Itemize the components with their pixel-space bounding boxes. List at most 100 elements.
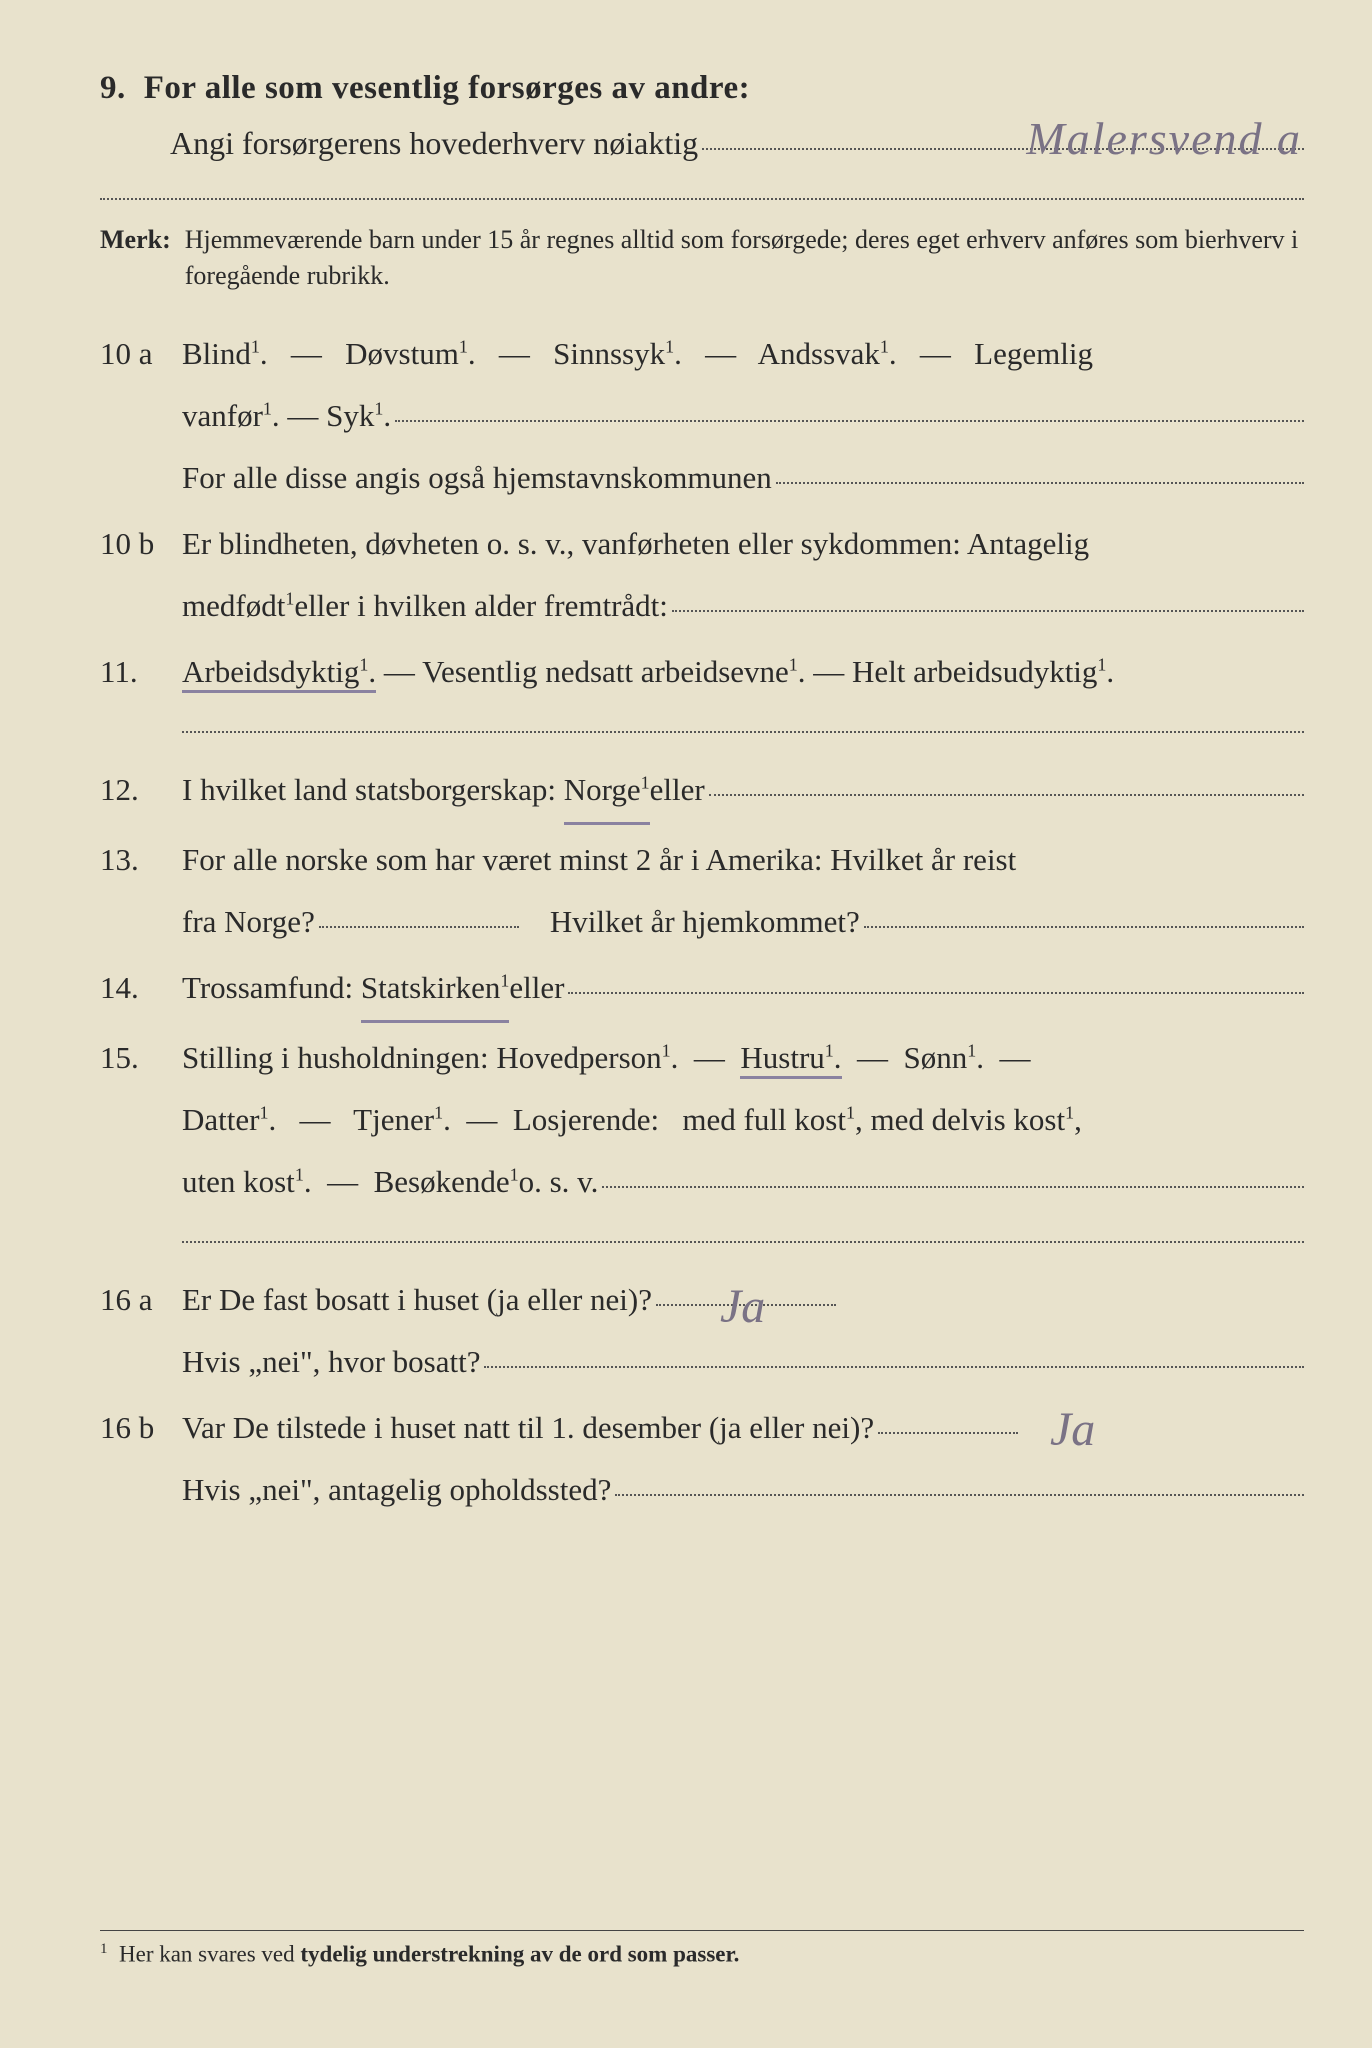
q13-text1: For alle norske som har været minst 2 år… xyxy=(182,842,1016,877)
q12-body: I hvilket land statsborgerskap: Norge1 e… xyxy=(182,759,1304,825)
q13-line2: fra Norge? Hvilket år hjemkommet? xyxy=(182,891,1304,953)
q15-los-uten: uten kost1. xyxy=(182,1151,312,1213)
question-14: 14. Trossamfund: Statskirken1 eller xyxy=(100,957,1304,1023)
q14-opt-statskirken: Statskirken1 xyxy=(361,957,510,1023)
q10a-fill2 xyxy=(776,482,1304,484)
divider-1 xyxy=(100,198,1304,200)
q13-text2: fra Norge? xyxy=(182,891,315,953)
q16a-handwritten-answer: Ja xyxy=(720,1279,765,1334)
q15-losjerende: Losjerende: xyxy=(513,1102,659,1137)
q16b-line1: Var De tilstede i huset natt til 1. dese… xyxy=(182,1397,1304,1459)
census-form-page: 9. For alle som vesentlig forsørges av a… xyxy=(0,0,1372,2048)
q10a-opt-blind: Blind1. xyxy=(182,336,268,371)
q16b-handwritten-answer: Ja xyxy=(1050,1402,1095,1457)
q12-suffix: eller xyxy=(650,759,705,821)
q13-fill1 xyxy=(319,926,519,928)
q15-osv: o. s. v. xyxy=(519,1151,599,1213)
q13-body: For alle norske som har været minst 2 år… xyxy=(182,829,1304,953)
footnote-bold: tydelig understrekning av de ord som pas… xyxy=(300,1942,739,1967)
question-10a: 10 a Blind1. — Døvstum1. — Sinnssyk1. — … xyxy=(100,323,1304,509)
q9-title-text: For alle som vesentlig forsørges av andr… xyxy=(144,70,750,107)
q16a-text2: Hvis „nei", hvor bosatt? xyxy=(182,1331,480,1393)
question-16a: 16 a Er De fast bosatt i huset (ja eller… xyxy=(100,1269,1304,1393)
merk-text: Hjemmeværende barn under 15 år regnes al… xyxy=(185,222,1304,295)
q16b-number: 16 b xyxy=(100,1397,160,1459)
q14-fill xyxy=(568,992,1304,994)
q10a-fill1 xyxy=(395,420,1304,422)
q14-number: 14. xyxy=(100,957,160,1019)
q15-opt-tjener: Tjener1. xyxy=(353,1102,451,1137)
q15-opt-hovedperson: Hovedperson1. xyxy=(496,1040,678,1075)
q15-los-delvis: med delvis kost1, xyxy=(871,1102,1082,1137)
q14-suffix: eller xyxy=(509,957,564,1019)
q10a-opt-syk: Syk1. xyxy=(326,385,391,447)
q12-text: I hvilket land statsborgerskap: xyxy=(182,759,556,821)
merk-label: Merk: xyxy=(100,222,171,295)
q16b-text2: Hvis „nei", antagelig opholdssted? xyxy=(182,1459,611,1521)
q10a-opt-vanfor: vanfør1. xyxy=(182,385,280,447)
q12-opt-norge: Norge1 xyxy=(564,759,650,825)
divider-3 xyxy=(182,1241,1304,1243)
q12-fill xyxy=(709,794,1304,796)
q16b-fill1 xyxy=(878,1432,1018,1434)
q11-body: Arbeidsdyktig1. — Vesentlig nedsatt arbe… xyxy=(182,641,1304,703)
q16b-fill2 xyxy=(615,1494,1304,1496)
q9-title-row: 9. For alle som vesentlig forsørges av a… xyxy=(100,70,1304,107)
q11-opt-nedsatt: Vesentlig nedsatt arbeidsevne1. xyxy=(422,654,805,689)
q16a-line2: Hvis „nei", hvor bosatt? xyxy=(182,1331,1304,1393)
q11-number: 11. xyxy=(100,641,160,703)
footnote-marker: 1 xyxy=(100,1941,108,1957)
q10a-body: Blind1. — Døvstum1. — Sinnssyk1. — Andss… xyxy=(182,323,1304,509)
q15-body: Stilling i husholdningen: Hovedperson1. … xyxy=(182,1027,1304,1213)
question-12: 12. I hvilket land statsborgerskap: Norg… xyxy=(100,759,1304,825)
q16a-fill2 xyxy=(484,1366,1304,1368)
footnote: 1 Her kan svares ved tydelig understrekn… xyxy=(100,1930,1304,1968)
divider-2 xyxy=(182,731,1304,733)
question-15: 15. Stilling i husholdningen: Hovedperso… xyxy=(100,1027,1304,1213)
q13-number: 13. xyxy=(100,829,160,891)
q15-fill xyxy=(602,1186,1304,1188)
q10b-body: Er blindheten, døvheten o. s. v., vanfør… xyxy=(182,513,1304,637)
q15-text: Stilling i husholdningen: xyxy=(182,1040,496,1075)
q11-opt-arbeidsdyktig: Arbeidsdyktig1. xyxy=(182,654,376,693)
q10b-line2: medfødt1 eller i hvilken alder fremtrådt… xyxy=(182,575,1304,637)
q15-besokende: Besøkende1 xyxy=(374,1151,519,1213)
q16b-body: Var De tilstede i huset natt til 1. dese… xyxy=(182,1397,1304,1521)
q10b-text1: Er blindheten, døvheten o. s. v., vanfør… xyxy=(182,526,1089,561)
q10a-opt-legemlig: Legemlig xyxy=(974,336,1093,371)
q10a-number: 10 a xyxy=(100,323,160,385)
q16a-text1: Er De fast bosatt i huset (ja eller nei)… xyxy=(182,1269,652,1331)
q11-opt-udyktig: Helt arbeidsudyktig1. xyxy=(852,654,1114,689)
q10a-line2: vanfør1. — Syk1. xyxy=(182,385,1304,447)
q9-number: 9. xyxy=(100,70,126,107)
q15-line3: uten kost1. — Besøkende1 o. s. v. xyxy=(182,1151,1304,1213)
q16b-text1: Var De tilstede i huset natt til 1. dese… xyxy=(182,1397,874,1459)
q15-number: 15. xyxy=(100,1027,160,1089)
question-10b: 10 b Er blindheten, døvheten o. s. v., v… xyxy=(100,513,1304,637)
question-13: 13. For alle norske som har været minst … xyxy=(100,829,1304,953)
q10a-opt-sinnssyk: Sinnssyk1. xyxy=(553,336,682,371)
q9-handwritten-answer: Malersvend a xyxy=(1026,112,1302,165)
q12-number: 12. xyxy=(100,759,160,821)
q9-sub-text: Angi forsørgerens hovederhverv nøiaktig xyxy=(170,125,698,162)
q10b-text3: eller i hvilken alder fremtrådt: xyxy=(294,575,668,637)
question-16b: 16 b Var De tilstede i huset natt til 1.… xyxy=(100,1397,1304,1521)
q13-fill2 xyxy=(864,926,1304,928)
q10a-opt-dovstum: Døvstum1. xyxy=(345,336,475,371)
q15-los-full: med full kost1, xyxy=(682,1102,862,1137)
q10a-opt-andssvak: Andssvak1. xyxy=(758,336,897,371)
q10a-line3: For alle disse angis også hjemstavnskomm… xyxy=(182,447,1304,509)
q16b-line2: Hvis „nei", antagelig opholdssted? xyxy=(182,1459,1304,1521)
q10b-medfodt: medfødt1 xyxy=(182,575,294,637)
question-11: 11. Arbeidsdyktig1. — Vesentlig nedsatt … xyxy=(100,641,1304,703)
q13-text3: Hvilket år hjemkommet? xyxy=(550,891,860,953)
q10b-fill xyxy=(672,610,1304,612)
footnote-text: Her kan svares ved xyxy=(119,1942,300,1967)
q14-text: Trossamfund: xyxy=(182,957,353,1019)
q10b-number: 10 b xyxy=(100,513,160,575)
q16a-number: 16 a xyxy=(100,1269,160,1331)
q15-opt-hustru: Hustru1. xyxy=(740,1040,841,1079)
q14-body: Trossamfund: Statskirken1 eller xyxy=(182,957,1304,1023)
merk-note: Merk: Hjemmeværende barn under 15 år reg… xyxy=(100,222,1304,295)
q10a-hjemstavn: For alle disse angis også hjemstavnskomm… xyxy=(182,447,772,509)
